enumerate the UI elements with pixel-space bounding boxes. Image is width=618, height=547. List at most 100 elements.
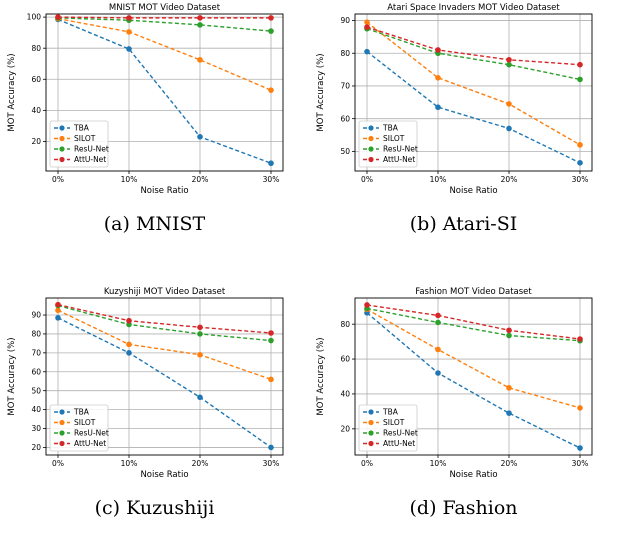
data-point-silot	[506, 101, 512, 107]
x-tick-label: 0%	[361, 459, 373, 468]
legend-swatch-marker	[368, 440, 374, 447]
legend-swatch-marker	[59, 135, 65, 142]
data-point-attu-net	[126, 317, 132, 324]
chart-panel-mnist: MNIST MOT Video Dataset 0% 10% 20% 30% 20 40 60…	[0, 0, 309, 263]
series-line-tba	[366, 51, 581, 164]
y-tick-label: 60	[31, 367, 41, 376]
x-axis-label: Noise Ratio	[140, 186, 188, 196]
data-point-silot	[435, 74, 441, 81]
y-tick-label: 20	[31, 443, 41, 452]
data-point-attu-net	[268, 330, 274, 336]
legend-entry: AttU-Net	[383, 155, 415, 164]
y-tick-label: 90	[31, 311, 41, 320]
legend-box	[358, 120, 418, 168]
legend-box	[49, 404, 109, 452]
data-point-attu-net	[126, 15, 132, 21]
data-point-attu-net	[197, 15, 203, 21]
legend-entry: ResU-Net	[74, 145, 109, 154]
data-point-tba	[435, 104, 441, 111]
x-axis-label: Noise Ratio	[140, 470, 188, 480]
caption-fashion: (d) Fashion	[409, 497, 518, 519]
x-axis-label: Noise Ratio	[449, 470, 497, 480]
data-point-silot	[577, 405, 583, 411]
chart-panel-kuzushiji: Kuzyshiji MOT Video Dataset 0% 10% 20% 30% 20…	[0, 284, 309, 547]
series-line-attu-net	[57, 303, 272, 334]
legend-entry: ResU-Net	[383, 145, 418, 154]
series-line-resu-net	[366, 28, 581, 81]
series-line-tba	[366, 312, 581, 449]
x-tick-label: 30%	[263, 175, 280, 184]
data-point-silot	[506, 385, 512, 391]
data-point-silot	[577, 142, 583, 148]
legend-box	[358, 404, 418, 452]
x-tick-label: 20%	[192, 459, 209, 468]
data-point-silot	[268, 87, 274, 93]
data-point-silot	[268, 376, 274, 383]
data-point-tba	[126, 350, 132, 356]
y-tick-label: 60	[340, 114, 350, 123]
data-point-tba	[268, 160, 274, 167]
y-axis-label: MOT Accuracy (%)	[316, 337, 326, 415]
y-tick-label: 70	[340, 82, 350, 91]
data-point-silot	[126, 341, 132, 348]
y-tick-label: 40	[31, 405, 41, 414]
plot-frame	[354, 13, 593, 172]
legend-swatch-marker	[59, 156, 65, 163]
legend-swatch-marker	[59, 125, 65, 131]
data-point-tba	[506, 125, 512, 132]
y-tick-label: 90	[340, 16, 350, 25]
legend-entry: ResU-Net	[383, 429, 418, 438]
legend-entry: SILOT	[74, 134, 96, 143]
legend-swatch-marker	[368, 156, 374, 163]
x-axis-label: Noise Ratio	[449, 186, 497, 196]
data-point-attu-net	[435, 47, 441, 53]
data-point-tba	[577, 445, 583, 451]
caption-kuzushiji: (c) Kuzushiji	[94, 497, 215, 519]
data-point-resu-net	[197, 22, 203, 28]
y-tick-label: 80	[340, 49, 350, 58]
data-point-tba	[55, 315, 61, 321]
data-point-silot	[126, 29, 132, 35]
series-line-tba	[57, 18, 272, 164]
legend-swatch-marker	[59, 409, 65, 415]
y-tick-label: 30	[31, 424, 41, 433]
chart-mnist: MNIST MOT Video Dataset 0% 10% 20% 30% 20 40 60…	[7, 3, 284, 196]
x-tick-label: 10%	[430, 175, 447, 184]
series-line-silot	[57, 309, 272, 380]
series-line-tba	[57, 317, 272, 449]
legend-entry: SILOT	[383, 134, 405, 143]
data-point-silot	[197, 351, 203, 358]
data-point-resu-net	[506, 332, 512, 339]
series-line-silot	[366, 308, 581, 409]
x-tick-label: 30%	[572, 175, 589, 184]
chart-fashion: Fashion MOT Video Dataset 0% 10% 20% 30% 20 40…	[316, 287, 593, 480]
y-tick-label: 50	[340, 147, 350, 156]
y-tick-label: 60	[340, 355, 350, 364]
y-axis-label: MOT Accuracy (%)	[316, 53, 326, 131]
chart-atari: Atari Space Invaders MOT Video Dataset 0%…	[316, 3, 593, 196]
x-tick-label: 20%	[192, 175, 209, 184]
y-tick-label: 80	[31, 44, 41, 53]
data-point-silot	[364, 19, 370, 25]
legend-swatch-marker	[368, 146, 374, 152]
series-line-attu-net	[366, 304, 581, 340]
x-tick-label: 0%	[361, 175, 373, 184]
y-tick-label: 80	[340, 320, 350, 329]
chart-title: MNIST MOT Video Dataset	[109, 3, 221, 13]
data-point-tba	[197, 394, 203, 401]
x-tick-label: 10%	[430, 459, 447, 468]
data-point-resu-net	[435, 319, 441, 326]
caption-atari: (b) Atari-SI	[409, 213, 518, 235]
data-point-resu-net	[268, 337, 274, 344]
x-tick-label: 10%	[121, 459, 138, 468]
y-tick-label: 20	[31, 137, 41, 146]
legend-swatch-marker	[59, 440, 65, 447]
data-point-attu-net	[55, 14, 61, 20]
chart-panel-atari: Atari Space Invaders MOT Video Dataset 0%…	[309, 0, 618, 263]
data-point-attu-net	[268, 15, 274, 21]
legend-entry: TBA	[73, 408, 90, 417]
legend-entry: TBA	[382, 408, 399, 417]
chart-panel-fashion: Fashion MOT Video Dataset 0% 10% 20% 30% 20 40…	[309, 284, 618, 547]
x-tick-label: 10%	[121, 175, 138, 184]
legend-swatch-marker	[368, 135, 374, 142]
